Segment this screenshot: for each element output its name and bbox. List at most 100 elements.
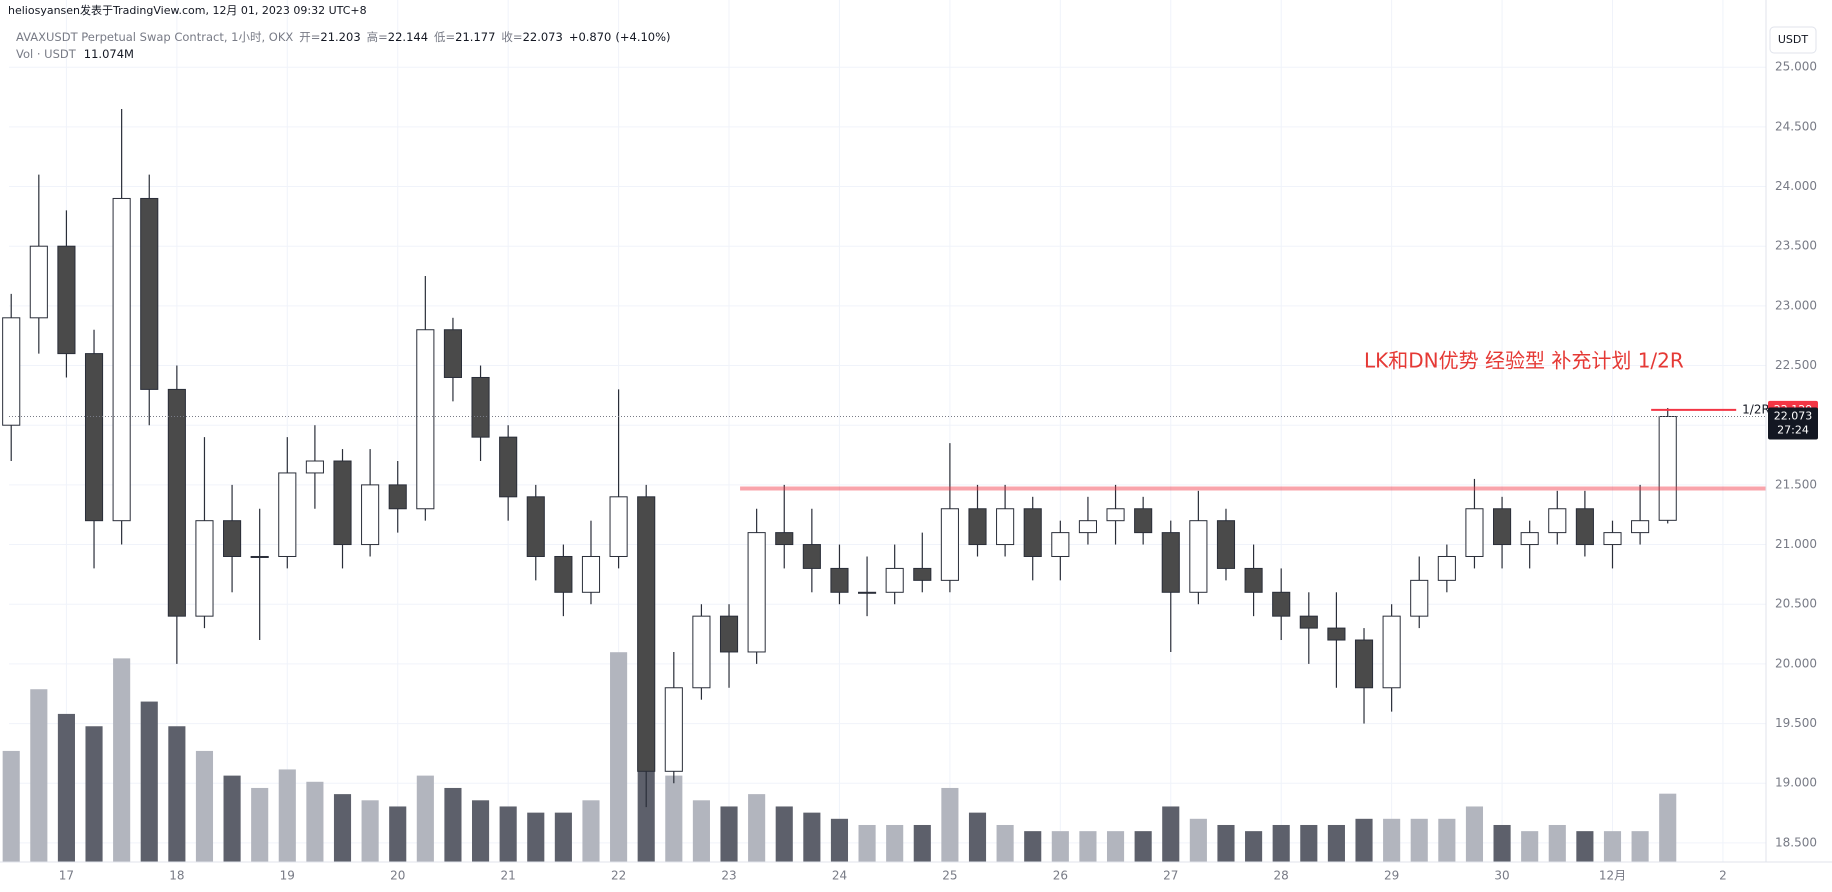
volume-bar: [333, 794, 352, 862]
candle-body: [1216, 520, 1236, 569]
candle-body: [802, 544, 821, 569]
x-tick-label: 18: [169, 869, 184, 883]
volume-bar: [168, 726, 186, 862]
candle-body: [940, 508, 959, 581]
legend-value: 21.177: [455, 30, 495, 44]
volume-bar: [57, 713, 75, 862]
volume-bar: [665, 775, 683, 862]
candle-body: [388, 484, 407, 510]
volume-bar: [1603, 831, 1622, 862]
volume-bar: [389, 806, 407, 862]
legend-label: 开=: [299, 30, 320, 44]
candle-body: [195, 520, 214, 617]
candle-body: [1410, 579, 1429, 617]
grid: [9, 0, 1766, 862]
x-tick-label: 25: [942, 869, 957, 883]
legend-label: 高=: [367, 30, 388, 44]
candle-body: [84, 353, 104, 522]
volume-bar: [499, 806, 517, 862]
y-tick-label: 23.500: [1775, 239, 1817, 253]
volume-bar: [1245, 831, 1263, 862]
y-tick-label: 25.000: [1775, 60, 1817, 74]
candle-body: [140, 197, 159, 390]
y-tick-label: 22.500: [1775, 358, 1817, 372]
legend-value: 22.073: [523, 30, 563, 44]
volume-value: 11.074M: [84, 47, 134, 61]
candle-body: [112, 197, 131, 522]
candle-body: [885, 567, 904, 593]
volume-bar: [720, 806, 738, 862]
candle-body: [29, 245, 48, 319]
candle-body: [1327, 627, 1346, 641]
volume-bar: [692, 800, 710, 862]
candle-body: [1272, 591, 1291, 617]
candle-body: [443, 329, 463, 378]
y-tick-label: 20.500: [1775, 597, 1817, 611]
candle-body: [858, 591, 877, 594]
volume-bar: [1493, 824, 1511, 862]
candle-body: [637, 496, 656, 772]
volume-bar: [858, 824, 876, 862]
volume-bar: [1162, 806, 1180, 862]
candle-body: [913, 567, 932, 581]
x-tick-label: 20: [390, 869, 405, 883]
volume-bar: [886, 824, 904, 862]
volume-bar: [1410, 818, 1428, 862]
x-tick-label: 29: [1384, 869, 1399, 883]
candle-body: [747, 532, 766, 653]
legend-value: 22.144: [388, 30, 428, 44]
candle-body: [250, 555, 269, 558]
volume-bar: [775, 806, 793, 862]
candle-body: [167, 388, 186, 617]
candle-body: [57, 245, 76, 355]
y-tick-label: 20.000: [1775, 656, 1817, 670]
candle-body: [1437, 555, 1456, 581]
candle-body: [554, 555, 573, 593]
y-tick-label: 21.000: [1775, 537, 1817, 551]
volume-bar: [1548, 824, 1566, 862]
volume-bar: [582, 800, 600, 862]
y-tick-label: 18.500: [1775, 835, 1817, 849]
candle-body: [223, 520, 242, 557]
candle-body: [1051, 532, 1070, 557]
line-label: 1/2R: [1742, 402, 1770, 416]
volume-bar: [1189, 818, 1207, 862]
candle-body: [1575, 508, 1594, 546]
volume-bar: [748, 794, 766, 862]
y-tick-label: 23.000: [1775, 298, 1817, 312]
volume-bar: [1327, 824, 1345, 862]
volume-bar: [1051, 831, 1069, 862]
candle-body: [333, 460, 352, 546]
volume-bar: [416, 775, 434, 862]
currency[interactable]: USDT: [1778, 33, 1809, 46]
y-tick-label: 24.500: [1775, 119, 1817, 133]
volume-bar: [1576, 831, 1594, 862]
legend: AVAXUSDT Perpetual Swap Contract, 1小时, O…: [16, 30, 671, 44]
x-tick-label: 17: [59, 869, 74, 883]
x-tick-label: 26: [1053, 869, 1068, 883]
volume-bar: [913, 824, 931, 862]
candle-body: [1631, 520, 1650, 534]
annotation: LK和DN优势 经验型 补充计划 1/2R: [1364, 349, 1684, 373]
x-tick-label: 12月: [1599, 869, 1626, 883]
volume-bar: [223, 775, 241, 862]
x-tick-label: 30: [1494, 869, 1509, 883]
volume-bar: [1079, 831, 1097, 862]
volume-bar: [1134, 831, 1152, 862]
volume-bar: [251, 787, 269, 862]
header: heliosyansen发表于TradingView.com, 12月 01, …: [8, 3, 367, 17]
last-price-box: [1768, 407, 1818, 440]
volume-bar: [113, 658, 131, 862]
currency-button[interactable]: [1769, 26, 1817, 54]
candle-body: [1382, 615, 1401, 689]
volume-bar: [306, 781, 324, 862]
volume-title: Vol · USDT: [16, 47, 77, 61]
y-tick-label: 24.000: [1775, 179, 1817, 193]
candle-body: [719, 615, 739, 653]
candle-body: [1465, 508, 1484, 557]
y-tick-label: 21.500: [1775, 477, 1817, 491]
volume-bar: [30, 689, 48, 862]
candle-body: [361, 484, 380, 546]
legend-label: 低=: [434, 30, 455, 44]
